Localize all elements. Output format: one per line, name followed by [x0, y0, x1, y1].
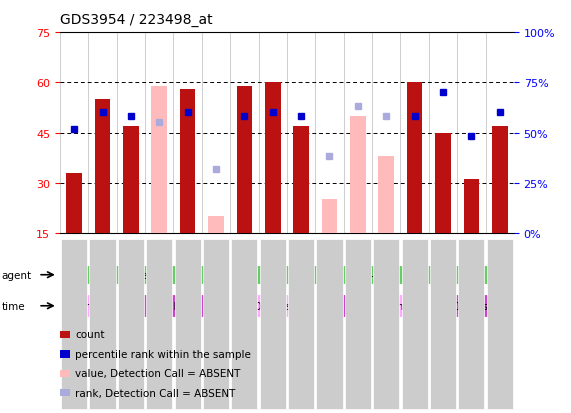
Text: PCB-153: PCB-153	[348, 270, 396, 280]
Text: 0 hrs: 0 hrs	[75, 301, 102, 311]
Text: value, Detection Call = ABSENT: value, Detection Call = ABSENT	[75, 368, 241, 378]
Bar	[492, 126, 508, 233]
Bar	[435, 133, 451, 233]
Bar	[232, 265, 513, 285]
Bar	[379, 157, 394, 233]
Bar	[430, 294, 513, 318]
Bar	[464, 180, 479, 233]
Text: 18 hrs: 18 hrs	[157, 301, 190, 311]
Bar	[95, 100, 110, 233]
Text: 18 hrs: 18 hrs	[455, 301, 488, 311]
Text: time: time	[2, 301, 25, 311]
Bar	[350, 116, 365, 233]
Bar	[232, 294, 314, 318]
Text: count: count	[75, 330, 105, 339]
Bar	[180, 90, 195, 233]
Bar	[265, 83, 280, 233]
Text: GDS3954 / 223498_at: GDS3954 / 223498_at	[60, 13, 212, 27]
Text: percentile rank within the sample: percentile rank within the sample	[75, 349, 251, 359]
Bar	[236, 86, 252, 233]
Bar	[373, 294, 427, 318]
Text: 0.5 hrs: 0.5 hrs	[255, 301, 291, 311]
Text: rank, Detection Call = ABSENT: rank, Detection Call = ABSENT	[75, 388, 236, 398]
Bar	[66, 173, 82, 233]
Bar	[321, 200, 337, 233]
Bar	[407, 83, 423, 233]
Bar	[123, 126, 139, 233]
Bar	[151, 86, 167, 233]
Bar	[61, 265, 229, 285]
Text: agent: agent	[2, 270, 32, 280]
Bar	[61, 294, 115, 318]
Text: 6 hrs: 6 hrs	[387, 301, 413, 311]
Bar	[208, 217, 224, 233]
Bar	[317, 294, 371, 318]
Bar	[293, 126, 309, 233]
Text: 1.5 hrs: 1.5 hrs	[325, 301, 362, 311]
Bar	[118, 294, 229, 318]
Text: untreated: untreated	[118, 270, 172, 280]
